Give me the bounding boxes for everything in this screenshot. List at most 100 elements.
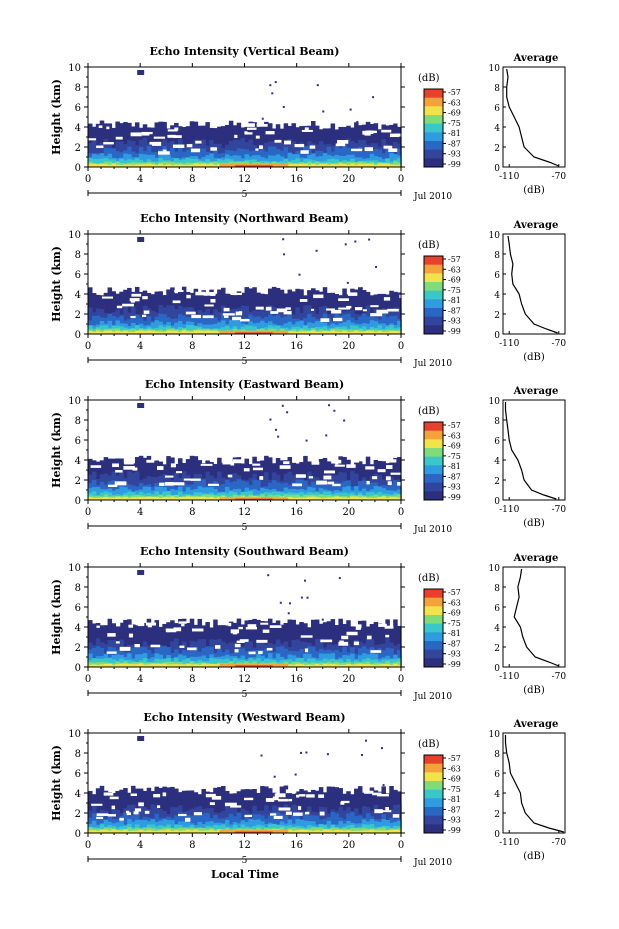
sparse-echo [286, 411, 289, 414]
colorbar-frame [423, 588, 444, 668]
echo-band-cell [303, 494, 308, 500]
echo-band-cell [314, 161, 320, 167]
echo-band-cell [158, 497, 163, 500]
x-tick-label: 4 [137, 840, 143, 851]
data-gap [288, 798, 293, 802]
echo-band-cell [287, 153, 293, 167]
echo-band-cell [389, 496, 394, 500]
echo-band-cell [91, 158, 97, 167]
data-gap [262, 629, 270, 633]
echo-band-cell [131, 164, 136, 167]
data-gap [258, 145, 263, 149]
colorbar-swatch [424, 623, 443, 633]
echo-band-cell [99, 829, 105, 833]
average-profile-line [513, 568, 560, 667]
avg-y-tick-label: 0 [494, 830, 500, 840]
y-tick-label: 2 [75, 143, 81, 154]
echo-band-cell [174, 830, 179, 833]
sparse-echo [283, 253, 286, 256]
echo-band-cell [197, 664, 203, 667]
echo-band-cell [295, 158, 300, 167]
echo-band-cell [354, 164, 359, 167]
avg-x-tick-label: -70 [552, 172, 567, 182]
data-gap [296, 794, 300, 798]
echo-band-cell [373, 664, 379, 667]
colorbar-tick-label: -69 [448, 775, 461, 784]
echo-band-cell [256, 658, 261, 667]
echo-band-cell [365, 492, 371, 500]
colorbar-tick-label: -63 [448, 598, 461, 607]
colorbar-swatch [424, 649, 443, 659]
data-gap [167, 134, 176, 138]
echo-band-cell [393, 480, 398, 500]
echo-band-cell [162, 314, 167, 334]
data-gap [319, 811, 325, 816]
echo-band-cell [311, 163, 316, 167]
data-gap [101, 296, 114, 299]
data-gap [376, 309, 389, 314]
data-gap [387, 308, 399, 312]
echo-band-cell [334, 331, 339, 334]
echo-cell [369, 787, 375, 833]
data-gap [274, 793, 286, 798]
echo-band-cell [162, 663, 167, 667]
echo-band-cell [377, 491, 383, 500]
echo-band-cell [197, 821, 203, 833]
echo-cell [138, 623, 144, 667]
echo-cell [326, 621, 332, 667]
echo-band-cell [397, 494, 402, 500]
echo-cell [181, 790, 187, 833]
surface-hot-core [235, 665, 273, 667]
echo-band-cell [123, 153, 128, 167]
data-gap [228, 622, 232, 627]
echo-band-cell [99, 158, 105, 167]
echo-band-cell [299, 331, 304, 334]
sparse-echo [267, 574, 270, 577]
data-gap [383, 297, 391, 301]
data-gap [265, 798, 275, 802]
data-gap [238, 626, 243, 630]
data-gap [346, 464, 356, 468]
colorbar-swatch [424, 282, 443, 292]
date-label: Jul 2010 [413, 858, 452, 868]
data-gap [337, 140, 349, 144]
echo-band-cell [357, 329, 363, 334]
data-gap [321, 126, 329, 129]
echo-band-cell [111, 497, 116, 500]
x-tick-label: 16 [290, 341, 303, 352]
echo-band-cell [267, 824, 273, 833]
echo-band-cell [95, 814, 101, 833]
x-tick-label: 4 [137, 674, 143, 685]
colorbar-swatch [424, 290, 443, 300]
average-profile-line [506, 68, 560, 167]
echo-band-cell [232, 658, 238, 667]
echo-band-cell [91, 830, 97, 833]
x-tick-label: 16 [290, 674, 303, 685]
data-gap [366, 480, 370, 485]
echo-band-cell [174, 322, 179, 334]
echo-band-cell [354, 827, 359, 833]
echo-band-cell [95, 664, 101, 667]
data-gap [243, 123, 255, 127]
echo-band-cell [318, 830, 324, 833]
x-tick-label: 12 [238, 341, 251, 352]
data-gap [355, 627, 361, 630]
colorbar-swatch [424, 755, 443, 765]
colorbar-swatch [424, 474, 443, 484]
data-gap [255, 135, 260, 139]
echo-band-cell [185, 496, 191, 500]
echo-band-cell [322, 326, 328, 334]
echo-band-cell [88, 163, 93, 167]
sparse-echo [298, 273, 301, 276]
colorbar-unit: (dB) [418, 573, 440, 584]
echo-band-cell [119, 819, 124, 833]
y-tick-label: 6 [75, 603, 81, 614]
x-tick-label: 20 [342, 341, 355, 352]
echo-band-cell [283, 158, 289, 167]
y-tick-label: 4 [75, 290, 81, 301]
echo-band-cell [162, 491, 167, 500]
colorbar-tick-label: -69 [448, 276, 461, 285]
echo-band-cell [119, 162, 124, 167]
echo-band-cell [185, 164, 191, 167]
echo-band-cell [256, 480, 261, 500]
